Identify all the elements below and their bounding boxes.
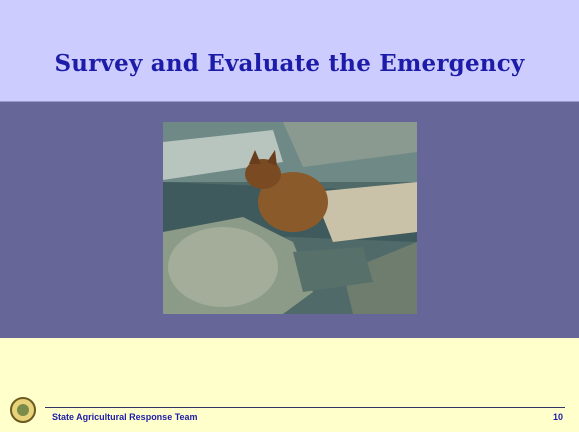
photo [163,122,417,314]
slide: Survey and Evaluate the Emergency State … [0,0,579,432]
title-band: Survey and Evaluate the Emergency [0,0,579,102]
page-number: 10 [553,412,563,422]
slide-title: Survey and Evaluate the Emergency [0,50,579,77]
footer-rule [45,407,565,408]
footer-text: State Agricultural Response Team [52,412,198,422]
logo [8,396,38,424]
